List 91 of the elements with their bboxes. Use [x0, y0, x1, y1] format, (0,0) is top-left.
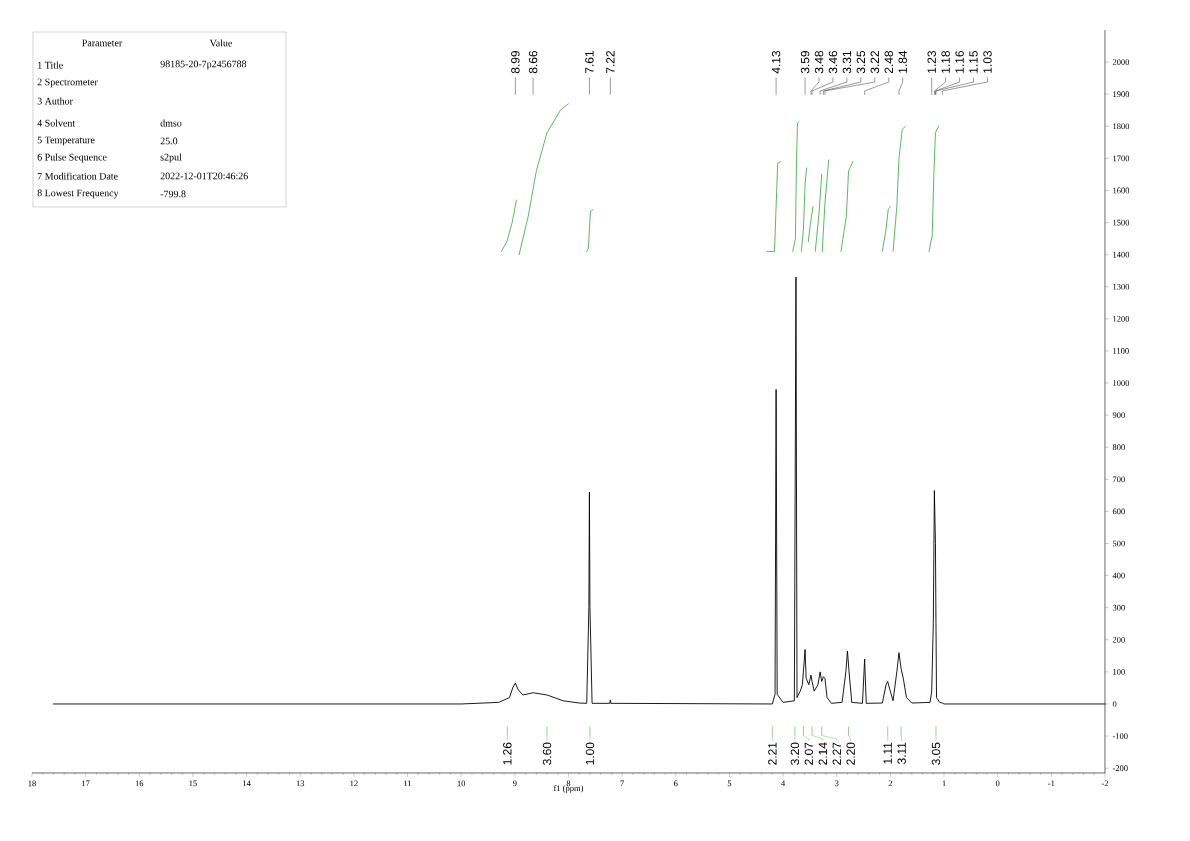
annotation: 2022-12-01T20:46:26: [160, 172, 248, 180]
annotation: 8.66: [528, 50, 538, 74]
annotation: 6 Pulse Sequence: [37, 153, 107, 163]
y-tick-label: 1400: [1113, 251, 1130, 258]
annotation: 7 Modification Date: [37, 172, 118, 180]
annotation: 3.11: [897, 742, 906, 765]
annotation: Parameter: [82, 39, 123, 47]
y-tick-label: 1300: [1113, 283, 1130, 290]
x-tick-label: 16: [135, 780, 144, 787]
x-tick-label: 0: [995, 780, 1000, 787]
annotation: 2.14: [818, 742, 827, 765]
x-tick-label: 3: [835, 780, 839, 787]
annotation: Value: [209, 39, 233, 47]
annotation: 3.48: [814, 50, 824, 74]
x-tick-label: 9: [512, 780, 517, 787]
annotation: 3.05: [931, 742, 941, 765]
x-tick-label: 4: [781, 780, 786, 787]
annotation: 4.13: [771, 50, 781, 74]
annotation: 98185-20-7p2456788: [160, 60, 247, 70]
y-tick-label: 1600: [1113, 187, 1130, 194]
x-tick-label: 11: [404, 780, 412, 787]
y-tick-label: 600: [1112, 508, 1125, 515]
annotation: 2 Spectrometer: [37, 78, 98, 88]
y-tick-label: 1800: [1113, 123, 1130, 130]
annotation: 3 Author: [37, 97, 73, 105]
annotation: 4 Solvent: [37, 119, 76, 127]
x-tick-label: 5: [727, 780, 732, 787]
annotation: 3.20: [790, 742, 800, 765]
x-tick-label: 7: [620, 780, 624, 787]
x-tick-label: 2: [888, 780, 893, 787]
annotation: 3.60: [542, 742, 552, 765]
y-tick-label: 0: [1112, 701, 1117, 707]
annotation: 3.59: [800, 51, 810, 74]
y-tick-label: 300: [1112, 604, 1125, 611]
y-tick-label: 1500: [1113, 219, 1130, 226]
y-tick-label: 500: [1112, 540, 1125, 547]
y-tick-label: 100: [1113, 669, 1125, 675]
x-tick-label: -1: [1048, 780, 1055, 787]
annotation: 1.26: [503, 742, 512, 765]
annotation: 25.0: [160, 137, 178, 145]
x-tick-label: 15: [189, 780, 197, 787]
annotation: 8 Lowest Frequency: [37, 189, 119, 199]
annotation: 1.11: [883, 742, 892, 764]
annotation: s2pul: [160, 153, 182, 163]
x-tick-label: 14: [243, 780, 251, 787]
annotation: 3.22: [870, 51, 880, 74]
annotation: 2.21: [768, 742, 777, 765]
annotation: 1.84: [898, 50, 907, 73]
x-tick-label: 13: [296, 780, 305, 787]
annotation: 7.22: [606, 51, 615, 74]
x-tick-label: 8: [566, 780, 571, 787]
annotation: 1 Title: [38, 61, 63, 69]
annotation: 1.15: [969, 50, 978, 73]
x-tick-label: 10: [457, 780, 466, 787]
y-tick-label: 900: [1112, 412, 1125, 418]
x-tick-label: 12: [350, 780, 358, 787]
annotation: 3.31: [842, 51, 852, 74]
y-tick-label: -100: [1112, 733, 1128, 739]
x-tick-label: 17: [82, 780, 90, 787]
y-tick-label: -200: [1112, 765, 1128, 772]
annotation: 7.61: [585, 51, 594, 74]
y-tick-label: 400: [1112, 572, 1125, 579]
annotation: 1.03: [983, 50, 992, 73]
y-tick-label: 1700: [1113, 155, 1130, 162]
y-tick-label: 700: [1113, 476, 1125, 483]
y-tick-label: 1000: [1113, 380, 1130, 386]
annotation: 1.00: [585, 742, 595, 765]
annotation: 3.46: [828, 50, 838, 74]
y-tick-label: 2000: [1112, 59, 1130, 65]
y-tick-label: 200: [1112, 636, 1125, 643]
x-tick-label: -2: [1101, 780, 1109, 787]
annotation: dmso: [160, 119, 182, 127]
x-tick-label: 1: [942, 780, 946, 787]
annotation: 8.99: [511, 51, 520, 74]
annotation: 2.48: [884, 50, 893, 74]
annotation: -799.8: [160, 190, 186, 198]
x-tick-label: 18: [28, 780, 36, 787]
annotation: 1.16: [955, 50, 964, 73]
y-tick-label: 1200: [1113, 315, 1130, 322]
annotation: 1.18: [941, 50, 950, 73]
y-tick-label: 800: [1112, 444, 1125, 451]
y-tick-label: 1100: [1113, 348, 1129, 354]
annotation: 5 Temperature: [37, 136, 95, 146]
annotation: 1.23: [927, 50, 936, 73]
annotation: 2.27: [832, 742, 841, 765]
y-tick-label: 1900: [1113, 91, 1130, 98]
annotation: 3.25: [856, 50, 866, 74]
x-tick-label: 6: [674, 780, 678, 787]
x-axis-title: f1 (ppm): [553, 785, 584, 793]
annotation: 2.20: [846, 742, 855, 765]
annotation: 2.07: [804, 742, 814, 765]
